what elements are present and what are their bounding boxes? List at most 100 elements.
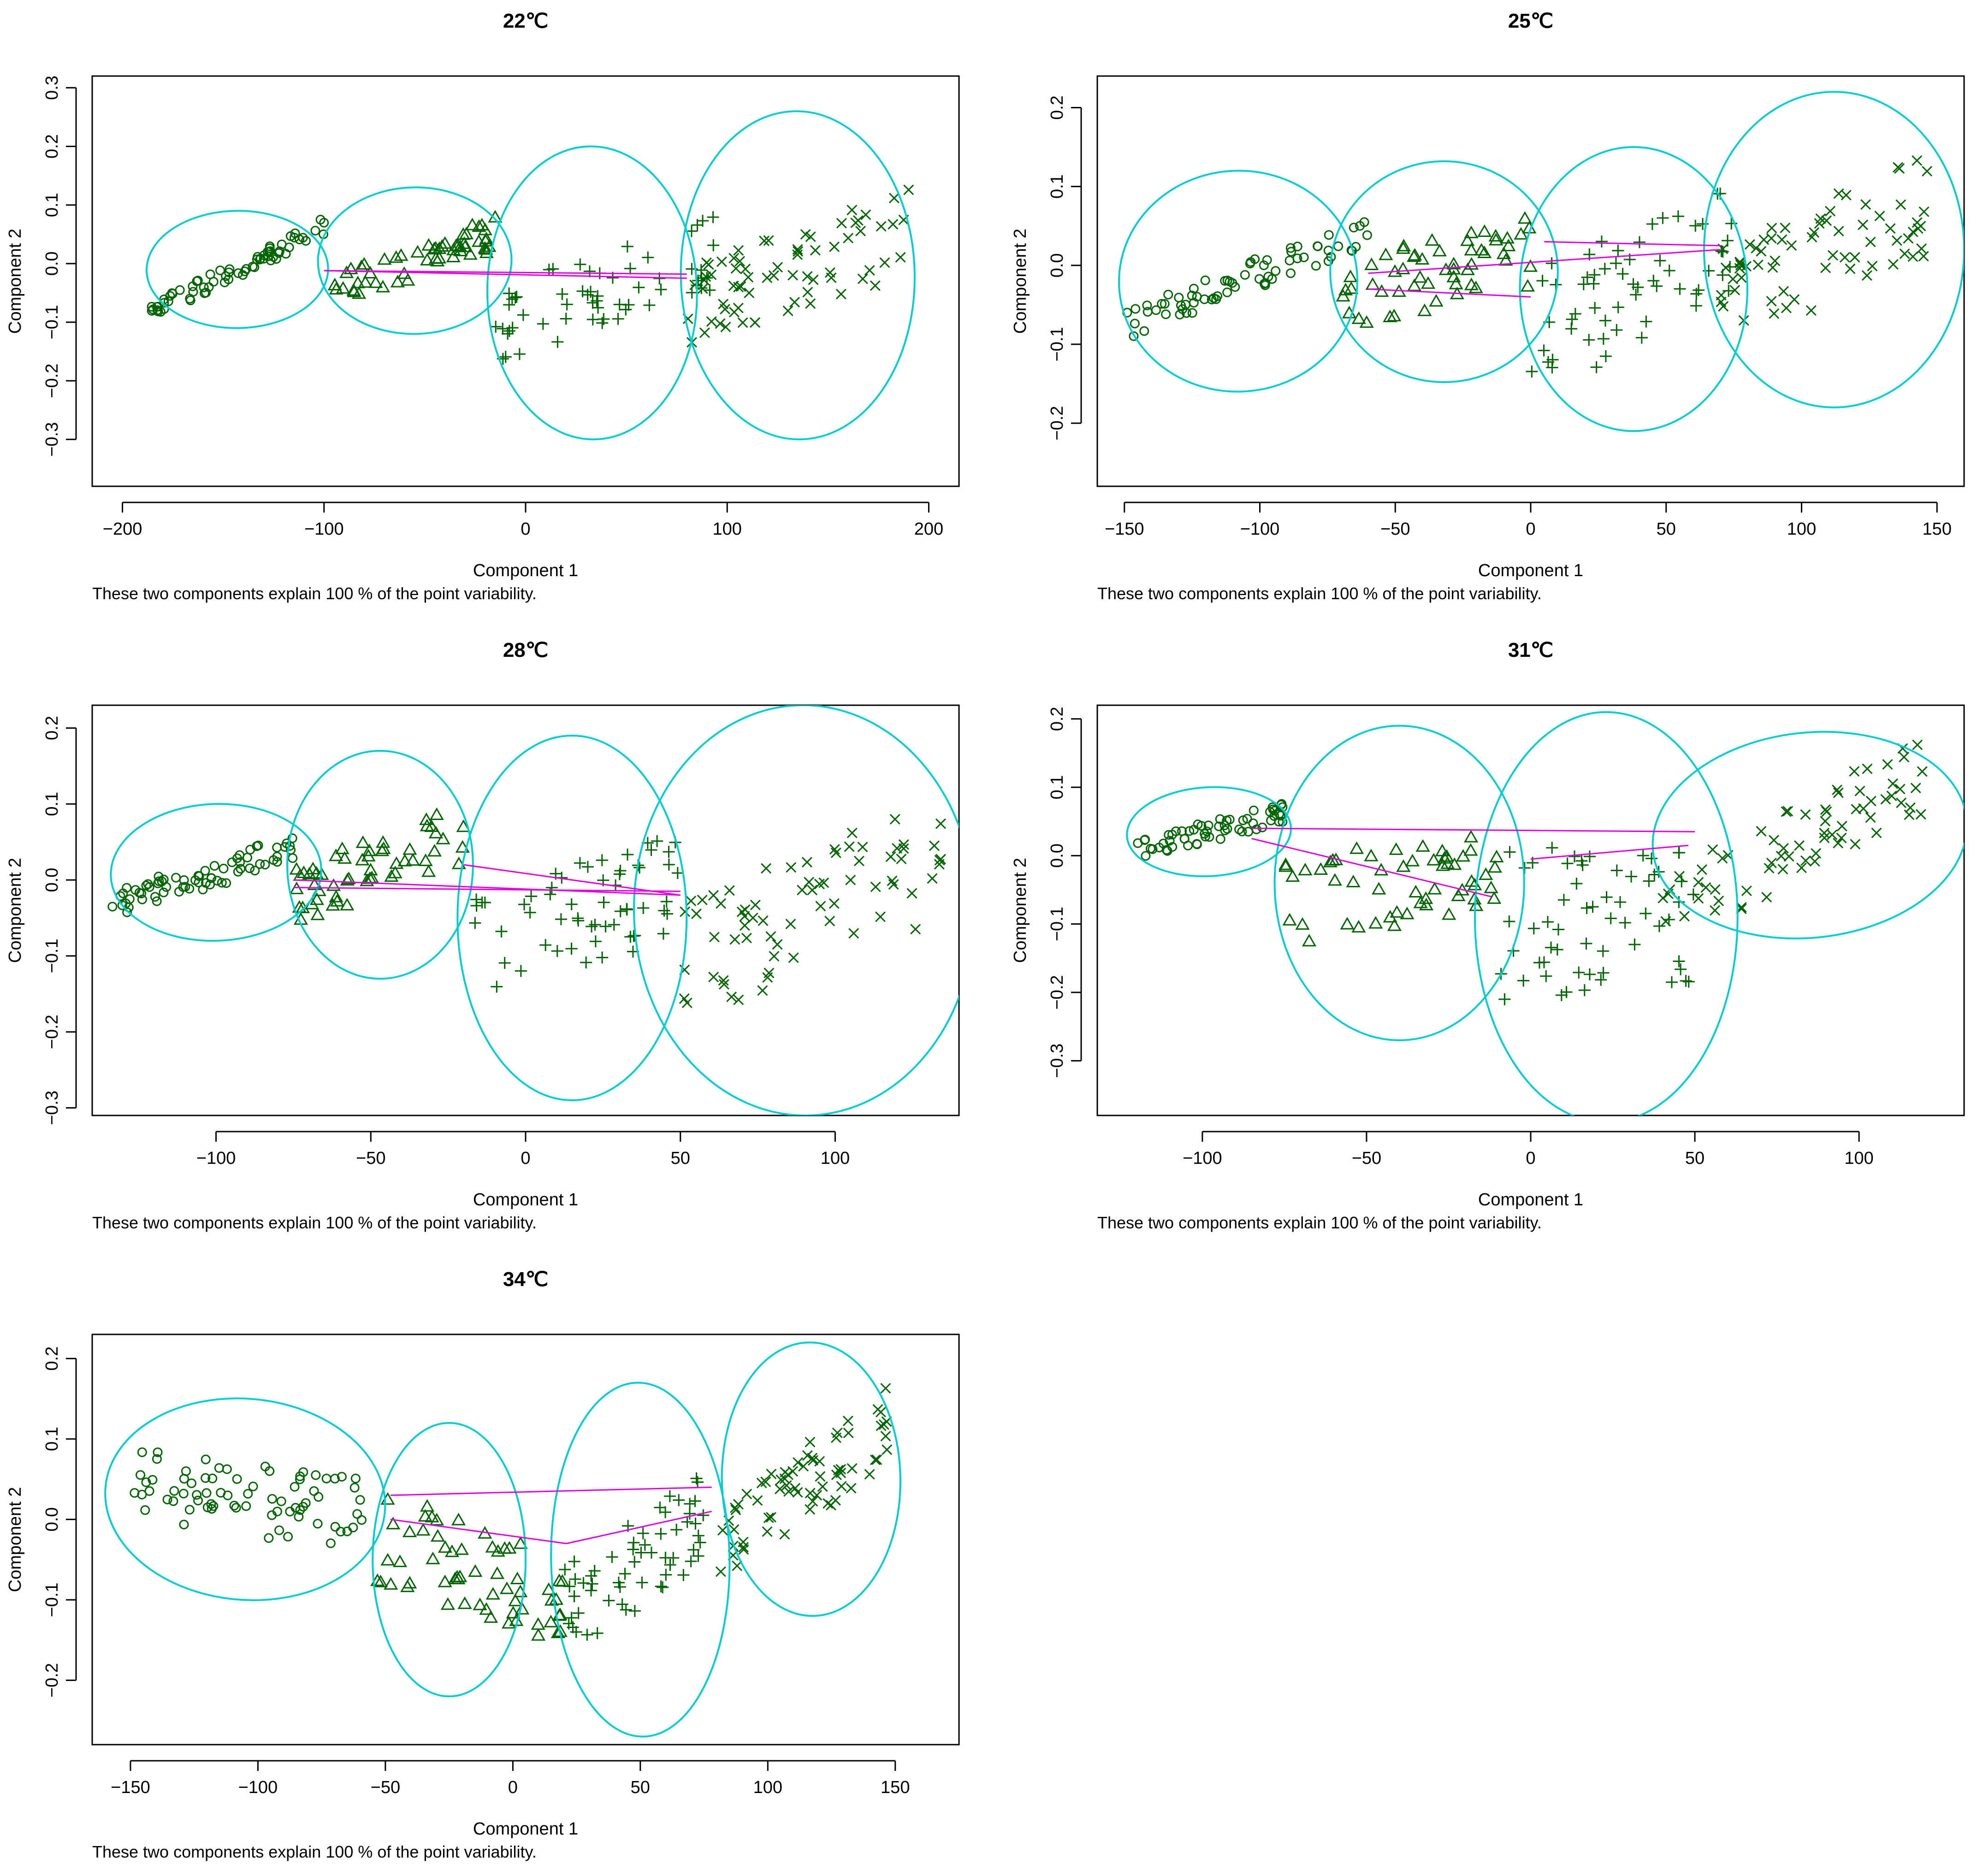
data-point-plus (1628, 938, 1641, 951)
data-point-plus (1561, 857, 1574, 870)
data-point-circle (1284, 255, 1295, 265)
cluster-ellipse-4 (633, 705, 959, 1115)
data-point-cross (750, 899, 761, 910)
data-point-plus (707, 239, 720, 252)
data-point-cross (1789, 294, 1800, 305)
data-point-circle (122, 907, 132, 917)
data-point-circle (1349, 223, 1359, 233)
data-point-cross (824, 915, 835, 926)
data-point-cross (872, 1404, 883, 1415)
data-point-circle (245, 844, 255, 855)
data-point-triangle (438, 1575, 452, 1587)
data-point-circle (216, 1487, 226, 1498)
data-point-plus (537, 318, 549, 330)
data-point-plus (1647, 274, 1660, 287)
data-point-plus (663, 858, 675, 871)
data-point-cross (876, 221, 887, 232)
data-point-cross (766, 1469, 777, 1480)
data-point-plus (663, 845, 675, 858)
data-point-cross (744, 287, 755, 298)
data-point-circle (154, 872, 164, 882)
data-point-circle (1130, 319, 1140, 329)
data-point-circle (1248, 818, 1258, 828)
data-point-plus (707, 211, 719, 224)
data-point-cross (697, 283, 708, 294)
data-point-plus (583, 265, 596, 277)
data-point-circle (1189, 283, 1199, 294)
data-point-plus (633, 861, 646, 874)
data-point-plus (1612, 244, 1624, 257)
data-point-circle (285, 1506, 295, 1516)
data-point-triangle (1397, 239, 1411, 252)
data-point-triangle (343, 261, 358, 274)
data-point-plus (586, 920, 598, 933)
data-point-cross (733, 245, 744, 256)
cluster-ellipse-2 (1273, 725, 1525, 1041)
data-point-cross (805, 1487, 816, 1498)
data-point-triangle (1469, 898, 1484, 911)
data-point-circle (1243, 826, 1254, 837)
data-point-triangle (1421, 276, 1436, 289)
data-point-plus (1610, 257, 1622, 270)
data-point-circle (337, 1472, 347, 1482)
data-point-circle (265, 241, 275, 251)
y-tick-label: 0.2 (42, 716, 62, 740)
data-point-triangle (1467, 878, 1482, 891)
data-point-triangle (1487, 860, 1502, 873)
cluster-ellipse-2 (317, 186, 513, 335)
x-tick-label: −50 (371, 1778, 400, 1797)
x-tick-label: 100 (1844, 1149, 1873, 1168)
data-point-cross (797, 885, 808, 896)
data-point-cross (1912, 155, 1923, 166)
y-tick-label: −0.2 (42, 364, 62, 398)
data-point-triangle (392, 1554, 408, 1567)
data-point-plus (470, 899, 483, 912)
data-point-plus (1590, 361, 1603, 373)
data-point-circle (1276, 811, 1286, 821)
data-point-triangle (1514, 227, 1528, 240)
data-point-cross (910, 924, 921, 935)
data-point-plus (497, 322, 509, 335)
data-point-circle (1148, 844, 1158, 854)
data-point-circle (326, 1538, 336, 1548)
data-point-plus (691, 1476, 704, 1488)
data-point-cross (1849, 766, 1860, 777)
data-point-circle (314, 1492, 324, 1502)
x-tick-label: 100 (1787, 519, 1816, 539)
x-tick-label: −100 (1240, 519, 1280, 539)
cluster-ellipse-4 (721, 1341, 901, 1617)
data-point-circle (193, 871, 203, 881)
data-point-plus (1674, 283, 1686, 295)
y-tick-label: −0.1 (42, 305, 62, 339)
data-point-plus (479, 897, 491, 909)
data-point-circle (336, 1527, 346, 1537)
data-point-triangle (428, 826, 444, 838)
data-point-cross (934, 855, 945, 866)
data-point-circle (255, 859, 265, 869)
data-point-circle (1162, 846, 1172, 856)
data-point-cross (758, 915, 769, 926)
data-point-plus (1546, 842, 1558, 854)
data-point-plus (1578, 984, 1591, 997)
data-point-circle (1175, 309, 1185, 319)
scatter-chart: 28℃ −100 −50 0 50 100 −0.3 −0.2 −0.1 0.0 0.1 0.2 Com… (6, 639, 960, 1232)
data-point-cross (848, 928, 859, 939)
data-point-cross (743, 271, 754, 283)
data-point-plus (1654, 254, 1666, 267)
data-point-plus (596, 951, 609, 964)
data-point-circle (1161, 309, 1171, 319)
data-point-plus (1614, 896, 1626, 909)
data-point-circle (1249, 805, 1259, 815)
data-point-cross (730, 263, 741, 274)
data-point-circle (1271, 266, 1281, 276)
data-point-triangle (1351, 920, 1366, 933)
data-point-cross (1744, 239, 1755, 250)
y-tick-label: −0.2 (42, 1015, 62, 1049)
data-point-cross (1657, 892, 1669, 903)
data-point-triangle (491, 1544, 505, 1557)
data-point-plus (687, 1544, 700, 1556)
x-tick-label: −100 (196, 1149, 236, 1168)
data-point-cross (741, 932, 752, 944)
data-point-circle (136, 1470, 146, 1480)
data-point-plus (589, 935, 602, 948)
